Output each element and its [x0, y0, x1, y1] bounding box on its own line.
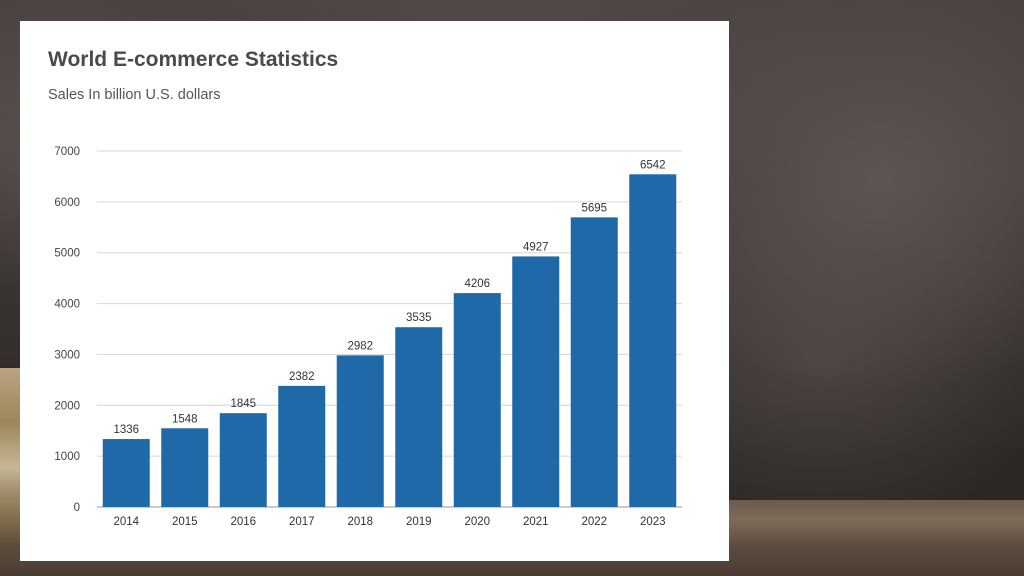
- value-label: 1336: [113, 424, 139, 436]
- y-tick-label: 1000: [54, 451, 80, 463]
- x-tick-label: 2021: [523, 516, 549, 528]
- bar-2014: [102, 439, 150, 507]
- value-label: 3535: [406, 312, 432, 324]
- bar-2021: [512, 256, 560, 507]
- value-label: 5695: [581, 202, 607, 214]
- x-tick-label: 2016: [230, 516, 256, 528]
- x-tick-label: 2017: [289, 516, 315, 528]
- bar-2019: [395, 327, 443, 507]
- y-tick-label: 2000: [54, 400, 80, 412]
- x-tick-label: 2019: [406, 516, 432, 528]
- bar-2016: [219, 413, 267, 507]
- x-tick-label: 2020: [464, 516, 490, 528]
- bar-2017: [278, 385, 326, 507]
- chart-card: World E-commerce Statistics Sales In bil…: [20, 21, 729, 561]
- y-tick-label: 0: [74, 502, 80, 514]
- value-label: 1845: [230, 398, 256, 410]
- y-tick-label: 4000: [54, 299, 80, 311]
- x-tick-label: 2014: [113, 516, 139, 528]
- bar-2015: [161, 428, 209, 507]
- x-tick-label: 2023: [640, 516, 666, 528]
- value-label: 2382: [289, 371, 315, 383]
- value-label: 6542: [640, 159, 666, 171]
- y-tick-label: 3000: [54, 349, 80, 361]
- y-tick-label: 5000: [54, 248, 80, 260]
- value-label: 4206: [464, 278, 490, 290]
- bar-2022: [570, 217, 618, 507]
- bar-2018: [336, 355, 384, 507]
- x-tick-label: 2022: [581, 516, 607, 528]
- value-label: 4927: [523, 241, 549, 253]
- y-tick-label: 7000: [54, 146, 80, 158]
- bar-2020: [453, 293, 501, 507]
- bar-chart: 0 1000 2000 3000 4000 5000 6000 7000 1336 2014 154…: [54, 146, 682, 528]
- books-background: [0, 368, 22, 548]
- value-label: 2982: [347, 340, 373, 352]
- x-tick-label: 2015: [172, 516, 198, 528]
- x-tick-label: 2018: [347, 516, 373, 528]
- y-tick-label: 6000: [54, 197, 80, 209]
- value-label: 1548: [172, 413, 198, 425]
- chart-subtitle: Sales In billion U.S. dollars: [48, 87, 221, 103]
- bar-2023: [629, 174, 677, 507]
- chart-title: World E-commerce Statistics: [48, 48, 339, 71]
